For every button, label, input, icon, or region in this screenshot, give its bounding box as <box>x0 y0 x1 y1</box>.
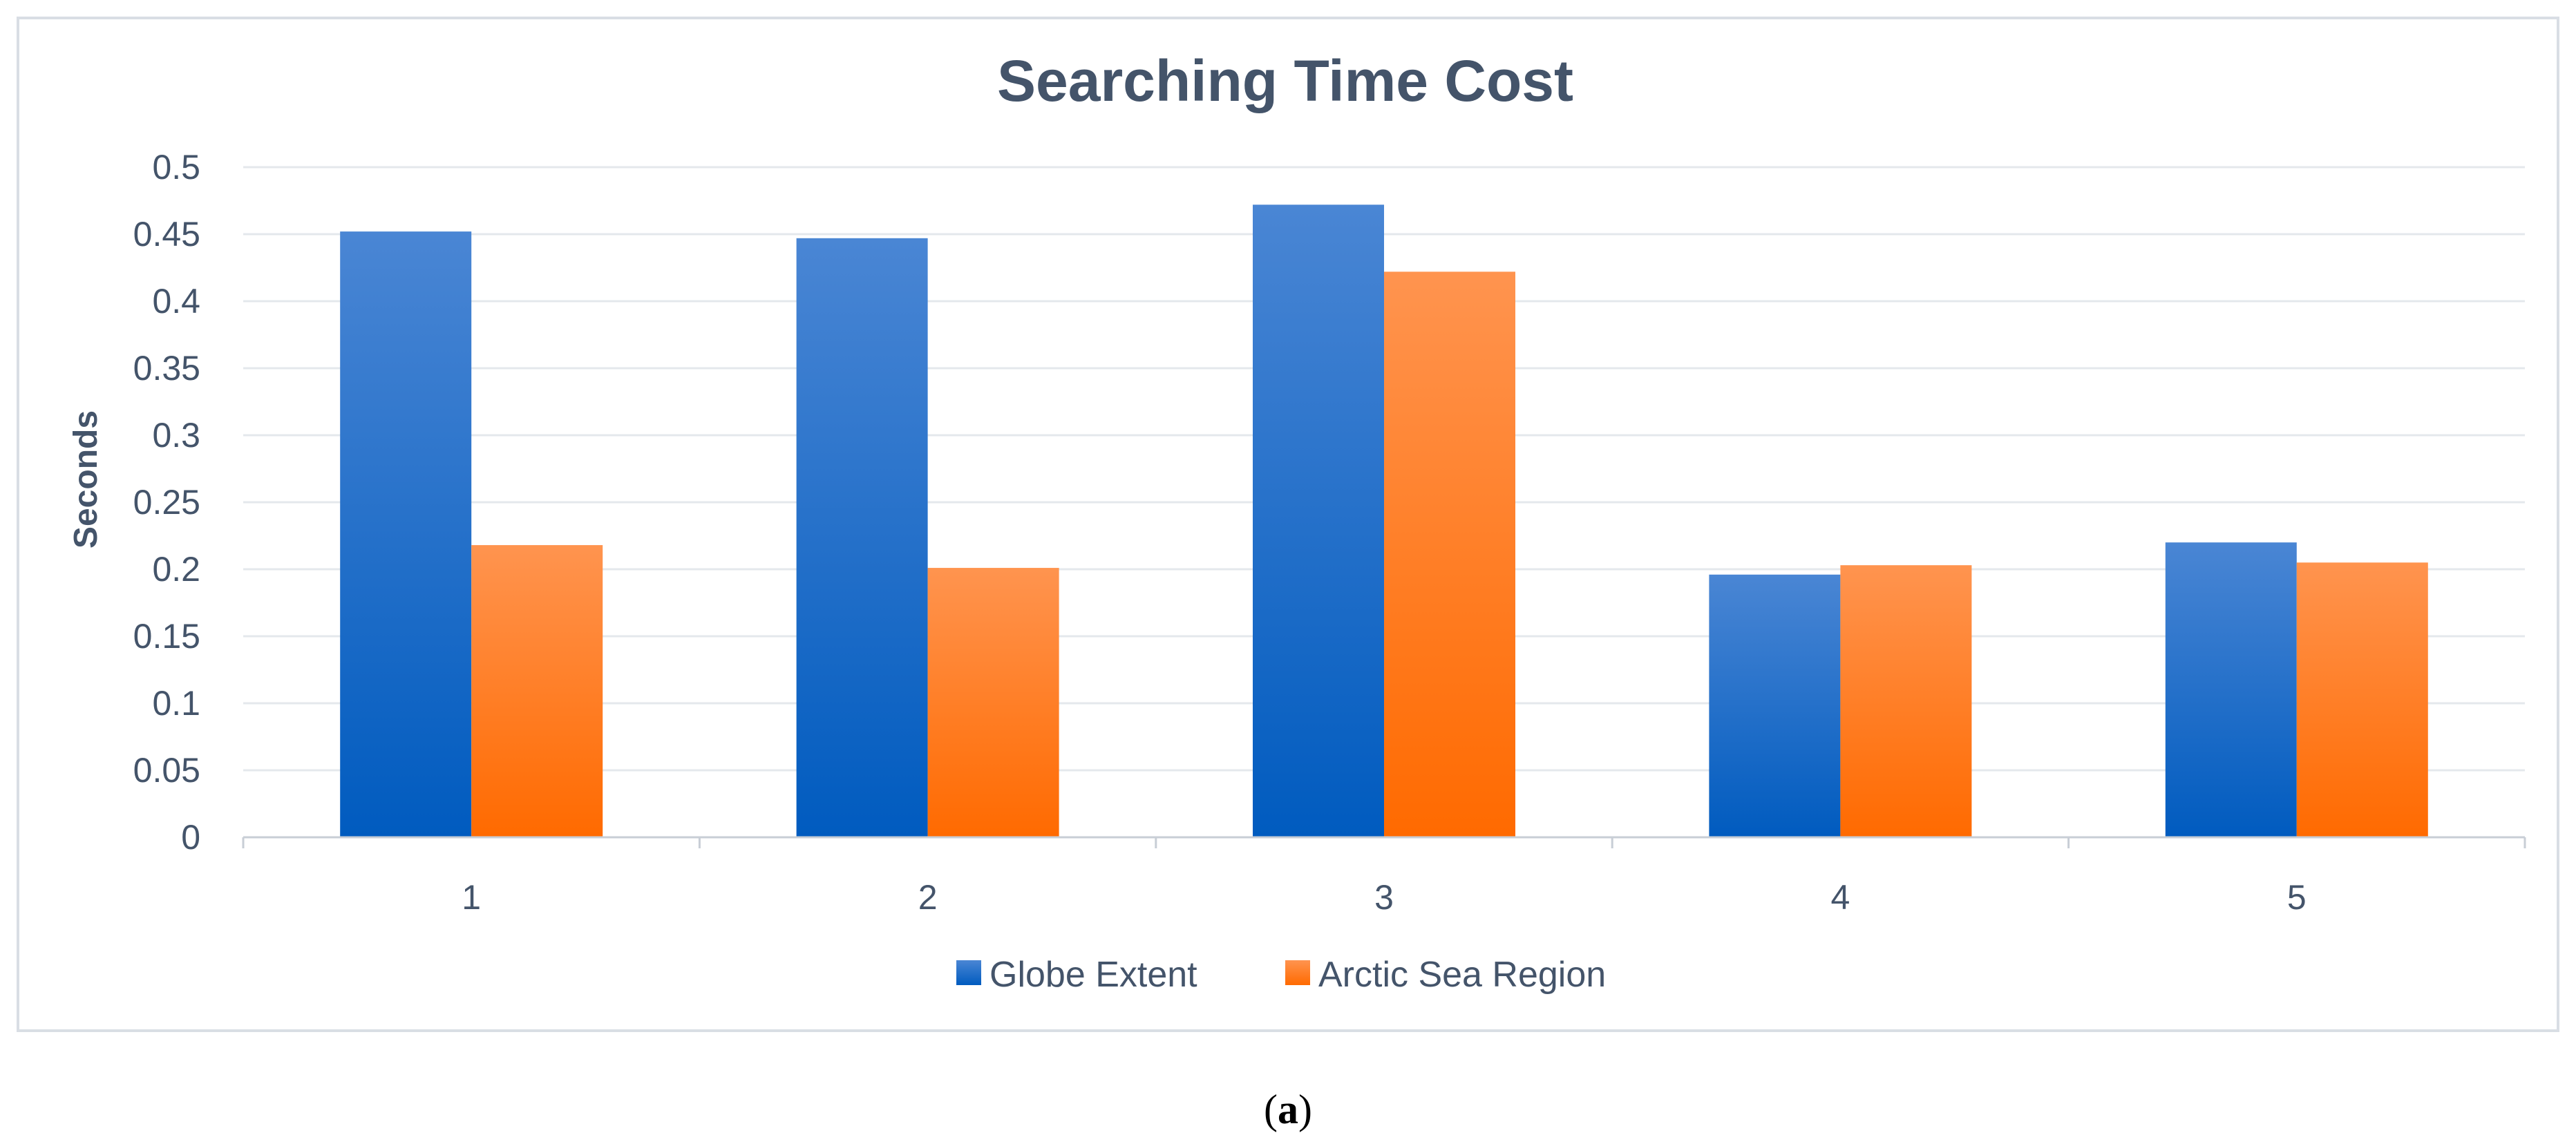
x-tick-label: 3 <box>1374 878 1394 917</box>
x-tick-label: 2 <box>918 878 938 917</box>
figure-caption: (a) <box>1264 1087 1312 1132</box>
bar-arctic-sea-region-3 <box>1384 271 1515 837</box>
bars <box>340 204 2428 837</box>
y-tick-label: 0.15 <box>133 617 200 656</box>
legend-swatch-arctic-sea-region <box>1285 960 1310 985</box>
bar-arctic-sea-region-1 <box>471 545 603 837</box>
chart-title: Searching Time Cost <box>997 48 1573 113</box>
legend-label-arctic-sea-region: Arctic Sea Region <box>1318 955 1606 995</box>
y-tick-label: 0.1 <box>152 684 200 723</box>
bar-arctic-sea-region-4 <box>1840 565 1972 837</box>
bar-globe-extent-1 <box>340 231 472 837</box>
x-axis <box>242 836 2526 848</box>
y-axis-ticks: 0 0.05 0.1 0.15 0.2 0.25 0.3 0.35 0.4 0.45 0.5 <box>133 148 200 857</box>
y-tick-label: 0.25 <box>133 483 200 522</box>
y-tick-label: 0.05 <box>133 751 200 790</box>
y-tick-label: 0.4 <box>152 282 200 321</box>
y-axis-label: Seconds <box>68 410 104 549</box>
bar-globe-extent-3 <box>1253 204 1384 837</box>
y-tick-label: 0.5 <box>152 148 200 187</box>
x-tick-label: 5 <box>2287 878 2307 917</box>
y-tick-label: 0 <box>181 818 200 857</box>
legend-label-globe-extent: Globe Extent <box>989 955 1197 995</box>
bar-globe-extent-5 <box>2165 542 2297 837</box>
x-tick-label: 1 <box>462 878 481 917</box>
legend: Globe Extent Arctic Sea Region <box>956 955 1606 995</box>
y-tick-label: 0.45 <box>133 215 200 254</box>
y-tick-label: 0.3 <box>152 416 200 455</box>
y-tick-label: 0.35 <box>133 349 200 388</box>
y-tick-label: 0.2 <box>152 550 200 589</box>
x-axis-ticks: 1 2 3 4 5 <box>462 878 2306 917</box>
bar-arctic-sea-region-5 <box>2296 562 2428 837</box>
bar-arctic-sea-region-2 <box>927 568 1059 837</box>
legend-swatch-globe-extent <box>956 960 981 985</box>
x-tick-label: 4 <box>1830 878 1850 917</box>
bar-globe-extent-2 <box>796 238 928 837</box>
bar-globe-extent-4 <box>1709 574 1841 837</box>
